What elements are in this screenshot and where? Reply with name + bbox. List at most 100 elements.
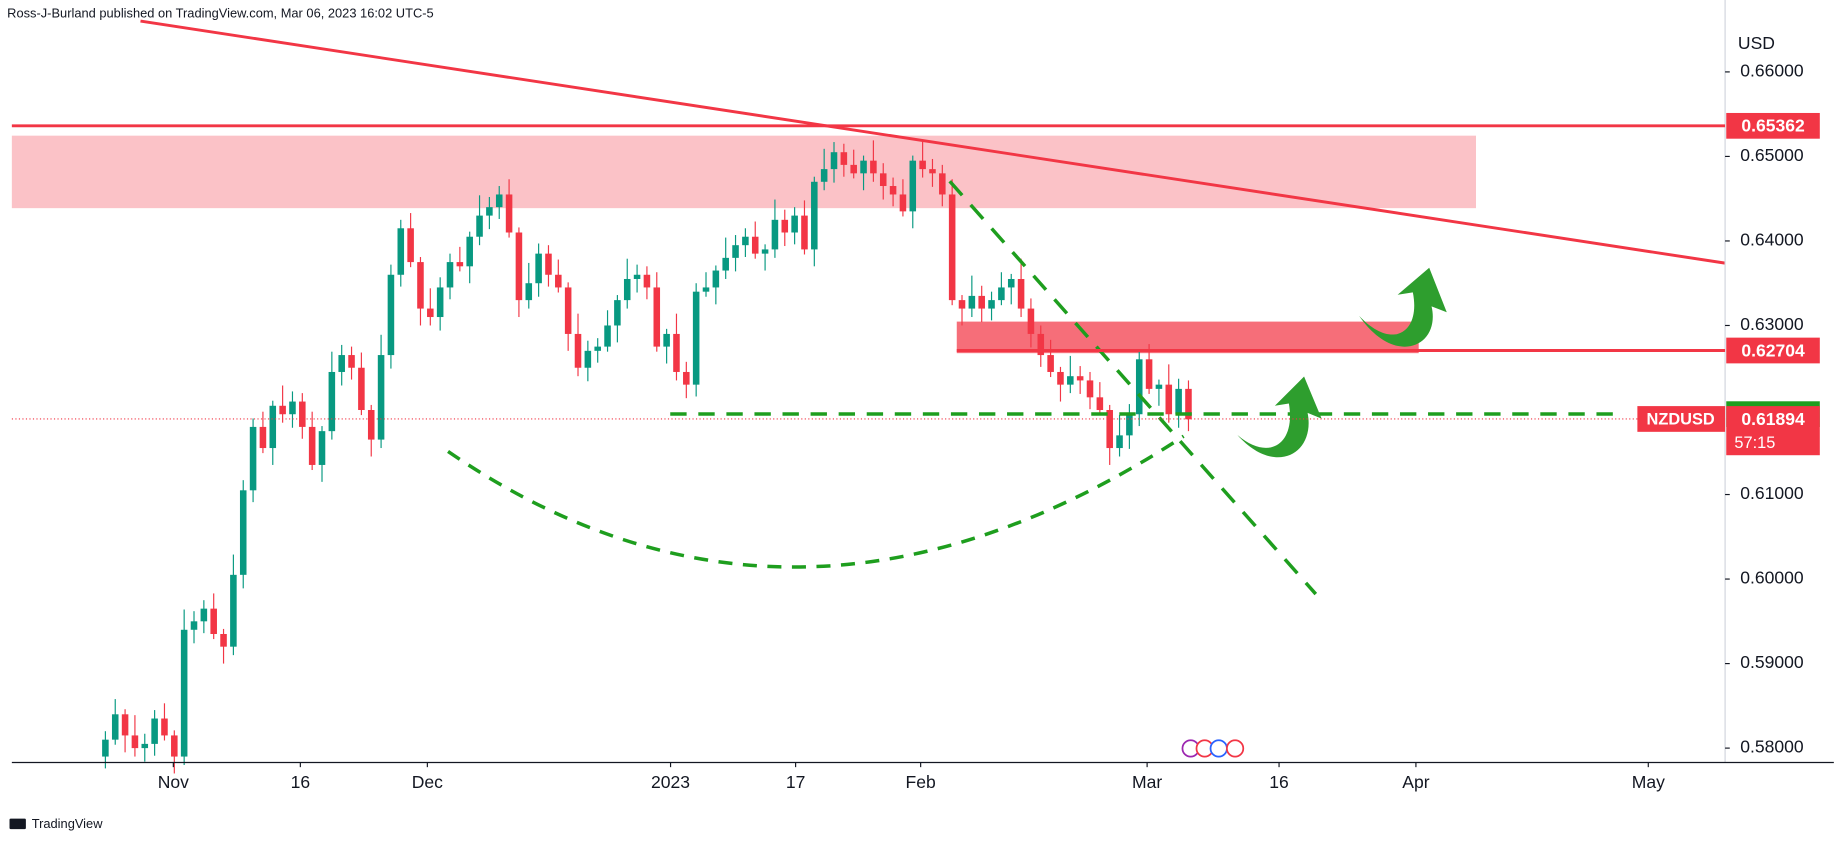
candle-body — [259, 426, 267, 449]
x-tick-label: Apr — [1402, 772, 1429, 792]
candle-body — [102, 739, 109, 757]
candle-body — [978, 295, 985, 309]
candle-body — [230, 574, 237, 647]
candle-body — [939, 173, 946, 195]
price-label-box — [1726, 112, 1820, 139]
candle-body — [742, 236, 749, 246]
countdown: 57:15 — [1734, 434, 1775, 452]
candle-body — [1185, 388, 1192, 420]
candle-body — [1175, 388, 1182, 415]
candle-body — [367, 410, 375, 440]
x-tick-label: May — [1632, 772, 1665, 792]
last-price-label: 0.61894 — [1741, 409, 1805, 429]
candle-body — [771, 219, 779, 250]
candle-body — [1037, 333, 1045, 356]
candle-body — [1047, 355, 1054, 372]
rounding-bottom — [447, 434, 1185, 569]
y-tick-label: 0.64000 — [1740, 230, 1804, 250]
y-tick-label: 0.61000 — [1740, 483, 1804, 503]
y-tick-label: 0.58000 — [1740, 737, 1804, 757]
candle-body — [308, 426, 316, 465]
candle-body — [269, 405, 277, 449]
x-tick-label: 2023 — [651, 772, 690, 792]
last-price-box — [1726, 406, 1820, 456]
candle-body — [220, 633, 227, 647]
candle-body — [811, 181, 818, 250]
symbol-label: NZDUSD — [1647, 410, 1715, 428]
drawings — [140, 19, 1726, 758]
candle-body — [968, 295, 976, 309]
candle-body — [1057, 371, 1064, 385]
candle-body — [1106, 410, 1113, 449]
candle-body — [358, 367, 365, 411]
candle-body — [338, 355, 345, 372]
candle-body — [200, 608, 208, 622]
candle-body — [1145, 359, 1153, 389]
candle-body — [1027, 308, 1035, 334]
y-tick-label: 0.63000 — [1740, 314, 1804, 334]
candle-body — [1096, 397, 1104, 411]
candle-body — [407, 228, 414, 263]
y-tick-label: 0.60000 — [1740, 568, 1804, 588]
candle-body — [171, 735, 178, 757]
candle-body — [1126, 414, 1133, 436]
price-label: 0.62704 — [1741, 340, 1805, 360]
candle-body — [486, 207, 493, 216]
candle-body — [111, 714, 119, 740]
candle-body — [929, 169, 936, 174]
price-label-box — [1726, 337, 1820, 364]
candle-body — [820, 169, 828, 182]
candle-body — [328, 371, 336, 432]
candle-body — [525, 283, 533, 301]
candle-body — [289, 401, 296, 415]
down-trendline — [948, 180, 1318, 596]
symbol-box — [1637, 406, 1726, 432]
candle-body — [919, 160, 926, 170]
publish-info: Ross-J-Burland published on TradingView.… — [7, 5, 434, 20]
candle-body — [1165, 384, 1173, 415]
candles — [102, 140, 1192, 774]
candle-body — [673, 333, 680, 372]
candle-body — [988, 300, 995, 309]
candle-body — [318, 431, 326, 465]
candle-body — [121, 714, 129, 736]
candle-body — [574, 333, 582, 368]
candle-body — [791, 215, 798, 233]
zones — [11, 135, 1476, 354]
candle-body — [879, 173, 887, 187]
trendline — [140, 19, 1726, 265]
price-label: 0.65362 — [1741, 116, 1805, 136]
candle-body — [151, 718, 158, 744]
candle-body — [1155, 384, 1163, 389]
candle-body — [958, 300, 966, 309]
candle-body — [633, 274, 641, 279]
candle-body — [830, 152, 838, 170]
arrow-up — [1359, 267, 1447, 347]
brand-logo — [9, 818, 26, 830]
candle-body — [545, 253, 552, 275]
candle-body — [495, 194, 503, 208]
event-icon — [1226, 739, 1245, 758]
candle-body — [397, 228, 405, 275]
candle-body — [998, 287, 1005, 301]
candle-body — [860, 160, 867, 174]
x-tick-label: Feb — [906, 772, 936, 792]
candle-body — [1076, 376, 1084, 381]
candle-body — [210, 608, 217, 634]
resistance-zone — [11, 135, 1476, 209]
x-tick-label: 16 — [1269, 772, 1289, 792]
candle-body — [702, 287, 710, 292]
candle-body — [801, 215, 808, 250]
candle-body — [899, 194, 907, 212]
arrow-up — [1237, 376, 1322, 458]
candle-body — [348, 355, 355, 368]
candle-body — [190, 621, 198, 630]
event-icon — [1209, 739, 1228, 758]
candle-body — [584, 350, 592, 368]
candle-body — [623, 278, 631, 301]
x-tick-label: Dec — [412, 772, 443, 792]
candle-body — [535, 253, 542, 284]
candle-body — [387, 274, 395, 356]
